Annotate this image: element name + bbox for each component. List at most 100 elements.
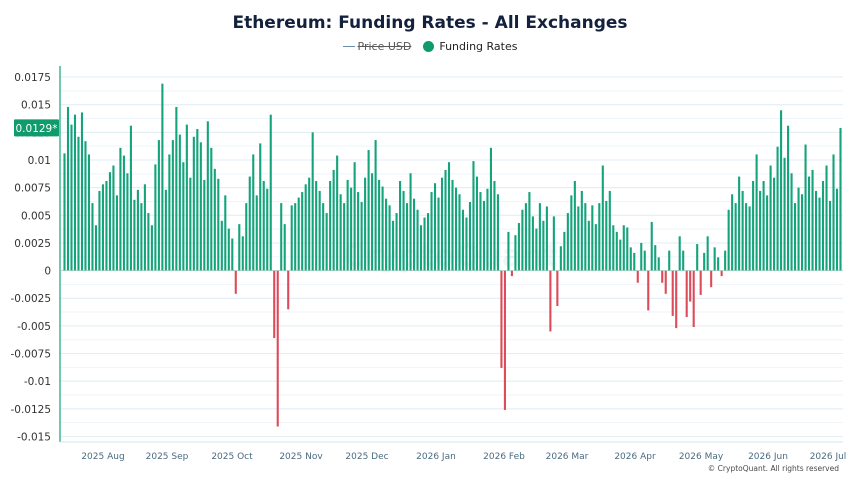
bar [287,270,290,310]
bar [828,200,832,271]
bar [510,270,513,277]
bar [801,194,804,271]
y-tick-label: 0.005 [21,210,51,222]
bar [633,252,636,271]
bar [238,224,241,271]
bar [189,177,192,271]
legend-item-funding[interactable]: Funding Rates [423,40,517,53]
bar [143,184,146,271]
bar [80,112,84,271]
bar [283,224,286,271]
bar [559,246,562,271]
bar [325,213,328,271]
bar [794,203,797,271]
bar [329,181,332,271]
bar [178,134,181,271]
bar [101,184,104,271]
x-tick-label: 2026 Jun [748,452,788,462]
x-tick-label: 2025 Oct [211,452,253,462]
bar [343,203,346,271]
bar [409,173,412,271]
bar [224,195,227,271]
x-axis-ticks: 2025 Aug 2025 Sep 2025 Oct 2025 Nov 2025 Dec… [81,452,846,462]
bar [199,142,202,271]
bar [475,176,479,271]
bar [668,250,671,271]
y-tick-label: -0.01 [24,376,51,388]
bar [790,173,793,271]
bar [573,181,576,271]
bar [531,216,534,271]
bar [119,147,122,271]
y-tick-label: -0.015 [17,431,51,443]
bar [63,153,66,271]
legend-label-funding: Funding Rates [439,40,518,53]
bar [133,199,136,271]
bar [164,189,167,271]
bar [192,136,195,271]
bar [661,270,664,283]
bar [468,202,472,271]
bar [720,270,723,277]
y-tick-label: -0.005 [17,321,51,333]
y-tick-label: 0.0075 [14,183,51,195]
bar [734,203,737,271]
bar [108,172,111,271]
current-value-badge [14,119,59,137]
bar [479,192,482,271]
bar [217,178,220,271]
bar [839,127,842,271]
bar [126,173,129,271]
y-tick-label: -0.0125 [10,404,51,416]
bar [542,220,545,271]
bar [437,197,440,271]
bar [738,176,741,271]
bar [465,217,468,271]
y-tick-label: -0.0075 [10,349,51,361]
bar [699,270,702,295]
bar [451,179,454,271]
bar [566,213,569,271]
bar [413,198,416,271]
bar [776,146,779,271]
bar [185,124,188,271]
bar [447,162,451,271]
bar [598,203,601,271]
bar [203,179,206,271]
bar [66,106,70,271]
y-tick-label: 0.0025 [14,238,51,250]
bar [482,200,486,271]
legend-line-icon [342,46,355,47]
bar [601,165,604,271]
bar [580,190,583,271]
bar [493,181,496,271]
bar [374,140,377,271]
bar [535,228,538,271]
bar [290,205,293,271]
bar [748,206,751,271]
bar [91,203,94,271]
bar [399,181,402,271]
bar [426,213,430,271]
legend-item-price[interactable]: Price USD [342,40,411,53]
current-value-label: 0.0129* [16,123,58,135]
bar [773,177,776,271]
bar [206,121,209,271]
bar [367,150,370,271]
x-tick-label: 2025 Aug [81,452,124,462]
bar [678,236,681,271]
bar [703,252,706,271]
bar [171,140,174,271]
bar [140,203,143,271]
bar [710,270,713,288]
bar [252,154,255,271]
bar [605,200,608,271]
bar [385,198,388,271]
x-tick-label: 2026 Mar [546,452,589,462]
bar [294,203,297,271]
bar [570,195,573,271]
bar [157,140,160,271]
bar [811,169,814,271]
bar [682,250,685,271]
bar [835,188,839,271]
